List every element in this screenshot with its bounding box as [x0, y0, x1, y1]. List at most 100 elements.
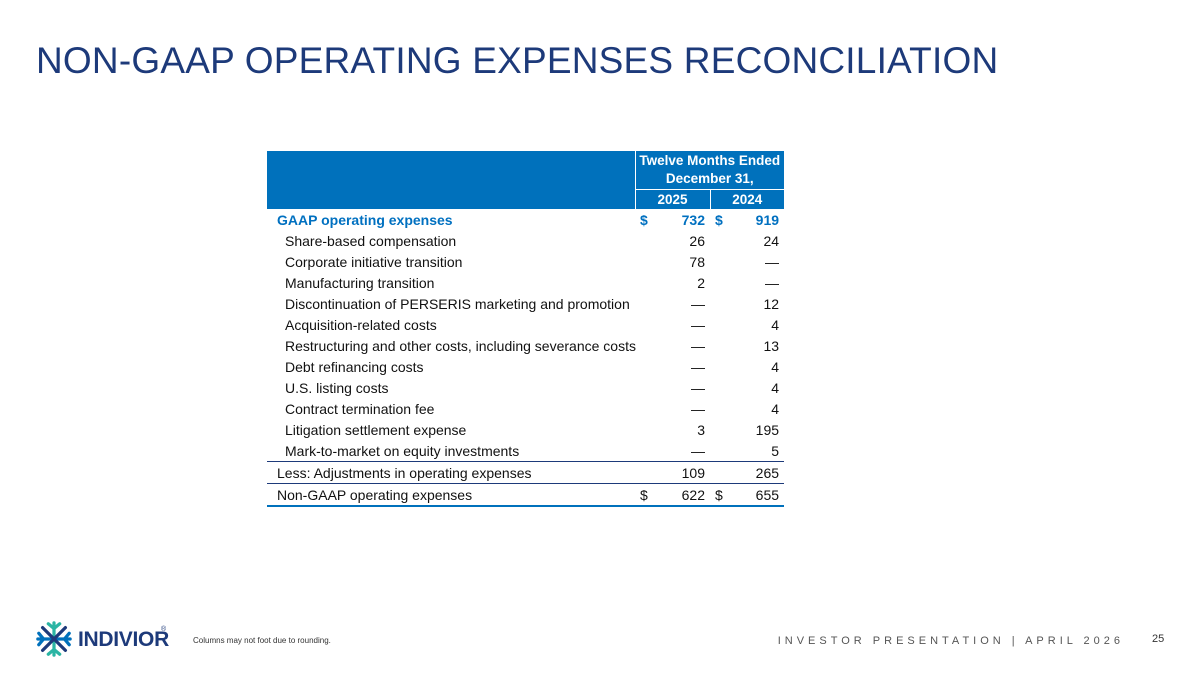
value-2025: 3: [697, 421, 705, 438]
table-header-row: Twelve Months Ended December 31,: [267, 151, 785, 209]
value-2025: —: [691, 379, 705, 396]
dollar-sign-2024: $: [710, 483, 723, 507]
reconciliation-table: Twelve Months Ended December 31, 2025 20…: [267, 151, 785, 507]
table-row: Debt refinancing costs — 4: [267, 356, 784, 377]
table-row: Share-based compensation 26 24: [267, 230, 784, 251]
dollar-sign-2024: [710, 440, 720, 462]
row-label: Non-GAAP operating expenses: [267, 483, 635, 507]
row-label: Acquisition-related costs: [285, 316, 437, 333]
row-label: Mark-to-market on equity investments: [285, 442, 520, 459]
dollar-sign-2025: [635, 314, 645, 335]
row-label: Restructuring and other costs, including…: [285, 337, 636, 354]
value-2025: 732: [681, 211, 705, 228]
row-label: Corporate initiative transition: [285, 253, 463, 270]
footer-presentation-label: INVESTOR PRESENTATION | APRIL 2026: [777, 635, 1124, 647]
year-header-2025: 2025: [634, 189, 710, 209]
dollar-sign-2024: [710, 272, 720, 293]
registered-mark: ®: [161, 626, 167, 633]
dollar-sign-2024: [710, 398, 720, 419]
dollar-sign-2024: [710, 314, 720, 335]
value-2024: 13: [763, 337, 780, 354]
table-row: Acquisition-related costs — 4: [267, 314, 784, 335]
value-2024: 4: [771, 358, 780, 375]
value-2025: 26: [689, 232, 705, 249]
row-label: U.S. listing costs: [285, 379, 389, 396]
dollar-sign-2025: [635, 419, 645, 440]
dollar-sign-2025: [635, 440, 645, 462]
value-2024: 265: [720, 461, 785, 484]
dollar-sign-2025: [635, 335, 645, 356]
row-label: Discontinuation of PERSERIS marketing an…: [285, 295, 630, 312]
snowflake-logo-icon: [36, 621, 72, 657]
dollar-sign-2024: [710, 230, 720, 251]
value-2025: —: [691, 400, 705, 417]
value-2025: —: [691, 337, 705, 354]
dollar-sign-2024: [710, 461, 720, 484]
table-row: Corporate initiative transition 78 —: [267, 251, 784, 272]
dollar-sign-2025: [635, 293, 645, 314]
value-2024: 24: [763, 232, 780, 249]
period-header: Twelve Months Ended December 31,: [634, 151, 785, 190]
page-number: 25: [1152, 633, 1165, 645]
value-2024: 4: [771, 400, 780, 417]
footnote: Columns may not foot due to rounding.: [193, 636, 331, 645]
row-label: Manufacturing transition: [285, 274, 435, 291]
table-row: Restructuring and other costs, including…: [267, 335, 784, 356]
dollar-sign-2025: [635, 461, 645, 484]
page-title: NON-GAAP OPERATING EXPENSES RECONCILIATI…: [36, 40, 999, 81]
table-row: Contract termination fee — 4: [267, 398, 784, 419]
dollar-sign-2024: [710, 356, 720, 377]
value-2024: —: [765, 253, 780, 270]
dollar-sign-2024: [710, 377, 720, 398]
value-2025: —: [691, 358, 705, 375]
value-2025: 2: [697, 274, 705, 291]
dollar-sign-2025: [635, 272, 645, 293]
value-2025: 109: [645, 461, 710, 484]
row-label: Share-based compensation: [285, 232, 457, 249]
dollar-sign-2024: [710, 335, 720, 356]
row-label: Less: Adjustments in operating expenses: [267, 461, 635, 484]
table-row: Non-GAAP operating expenses $622 $655: [267, 483, 785, 507]
value-2024: 12: [763, 295, 780, 312]
row-label: Contract termination fee: [285, 400, 435, 417]
dollar-sign-2025: [635, 377, 645, 398]
year-header-2024: 2024: [709, 189, 785, 209]
table-row: Manufacturing transition 2 —: [267, 272, 784, 293]
value-2024: 5: [771, 442, 780, 459]
row-label: GAAP operating expenses: [277, 211, 453, 228]
value-2025: 78: [689, 253, 705, 270]
value-2024: 919: [755, 211, 780, 228]
dollar-sign-2024: [710, 251, 720, 272]
row-label: Debt refinancing costs: [285, 358, 424, 375]
logo-wordmark: INDIVIOR: [78, 628, 169, 651]
dollar-sign-2025: [635, 230, 645, 251]
value-2024: —: [765, 274, 780, 291]
row-label: Litigation settlement expense: [285, 421, 467, 438]
dollar-sign-2025: $: [640, 211, 648, 228]
dollar-sign-2024: $: [715, 211, 723, 228]
table-row: Less: Adjustments in operating expenses 1…: [267, 461, 785, 484]
indivior-logo: INDIVIOR ®: [35, 620, 169, 660]
table-row: GAAP operating expenses $732 $919: [267, 209, 784, 230]
value-2024: 195: [755, 421, 780, 438]
table-header-blank: [267, 151, 635, 209]
value-2024: 655: [720, 483, 785, 507]
value-2025: —: [691, 316, 705, 333]
dollar-sign-2025: [635, 251, 645, 272]
value-2025: —: [691, 442, 705, 459]
table-body: GAAP operating expenses $732 $919 Share-bas…: [267, 209, 785, 507]
table-row: Litigation settlement expense 3 195: [267, 419, 784, 440]
dollar-sign-2024: [710, 293, 720, 314]
value-2024: 4: [771, 316, 780, 333]
table-year-row: 2025 2024: [267, 189, 785, 209]
dollar-sign-2025: [635, 398, 645, 419]
dollar-sign-2024: [710, 419, 720, 440]
value-2025: —: [691, 295, 705, 312]
dollar-sign-2025: [635, 356, 645, 377]
value-2025: 622: [645, 483, 710, 507]
table-row: U.S. listing costs — 4: [267, 377, 784, 398]
dollar-sign-2025: $: [635, 483, 648, 507]
table-row: Discontinuation of PERSERIS marketing an…: [267, 293, 784, 314]
value-2024: 4: [771, 379, 780, 396]
table-row: Mark-to-market on equity investments — 5: [267, 440, 784, 462]
